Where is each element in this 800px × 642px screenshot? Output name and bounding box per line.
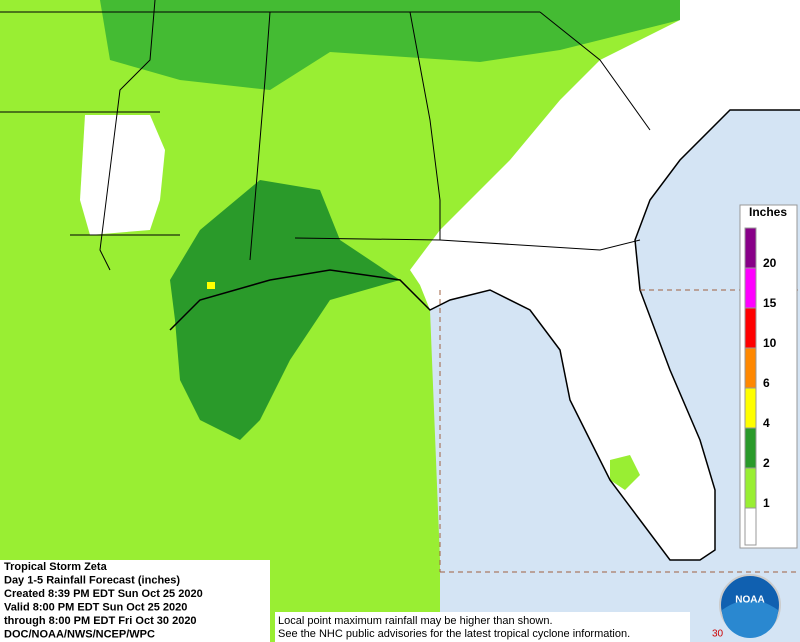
legend-label: 10 (763, 336, 777, 350)
legend-swatch (744, 427, 757, 469)
legend-swatch (744, 387, 757, 429)
info-box (0, 560, 270, 642)
legend-swatch (744, 227, 757, 269)
noaa-logo-wave (722, 600, 778, 638)
rain-1in-area (0, 0, 680, 642)
legend-title: Inches (749, 205, 787, 219)
coastline (169, 109, 800, 561)
header-line: Valid 8:00 PM EDT Sun Oct 25 2020 (4, 601, 187, 613)
footnote-box (275, 612, 690, 642)
header-line: Day 1-5 Rainfall Forecast (inches) (4, 574, 180, 586)
header-line: Created 8:39 PM EDT Sun Oct 25 2020 (4, 588, 203, 600)
corner-label: 30 (712, 629, 724, 640)
header-line: through 8:00 PM EDT Fri Oct 30 2020 (4, 615, 197, 627)
legend-label: 2 (763, 456, 770, 470)
legend-label: 20 (763, 256, 777, 270)
footnote-line: Local point maximum rainfall may be high… (278, 615, 553, 627)
legend-label: 4 (763, 416, 770, 430)
legend-swatch (744, 307, 757, 349)
boundaries (439, 289, 800, 573)
legend: Inches 1 2 4 6 10 15 20 (739, 204, 798, 549)
noaa-logo-text: NOAA (735, 595, 764, 606)
legend-label: 1 (763, 496, 770, 510)
footnote-line: See the NHC public advisories for the la… (278, 628, 630, 640)
legend-swatch (744, 267, 757, 309)
legend-label: 6 (763, 376, 770, 390)
dry-area (80, 115, 165, 235)
legend-label: 15 (763, 296, 777, 310)
footnote: Local point maximum rainfall may be high… (278, 615, 630, 640)
legend-swatch (744, 347, 757, 389)
state-lines (0, 0, 651, 271)
legend-swatch (744, 467, 757, 509)
rain-spot (610, 455, 640, 490)
rain-4in-spot (207, 282, 215, 289)
rain-2in-area (170, 180, 400, 440)
header-line: Tropical Storm Zeta (4, 561, 108, 573)
legend-swatch-none (744, 507, 757, 546)
rain-mid-area (100, 0, 680, 90)
header-line: DOC/NOAA/NWS/NCEP/WPC (4, 628, 155, 640)
